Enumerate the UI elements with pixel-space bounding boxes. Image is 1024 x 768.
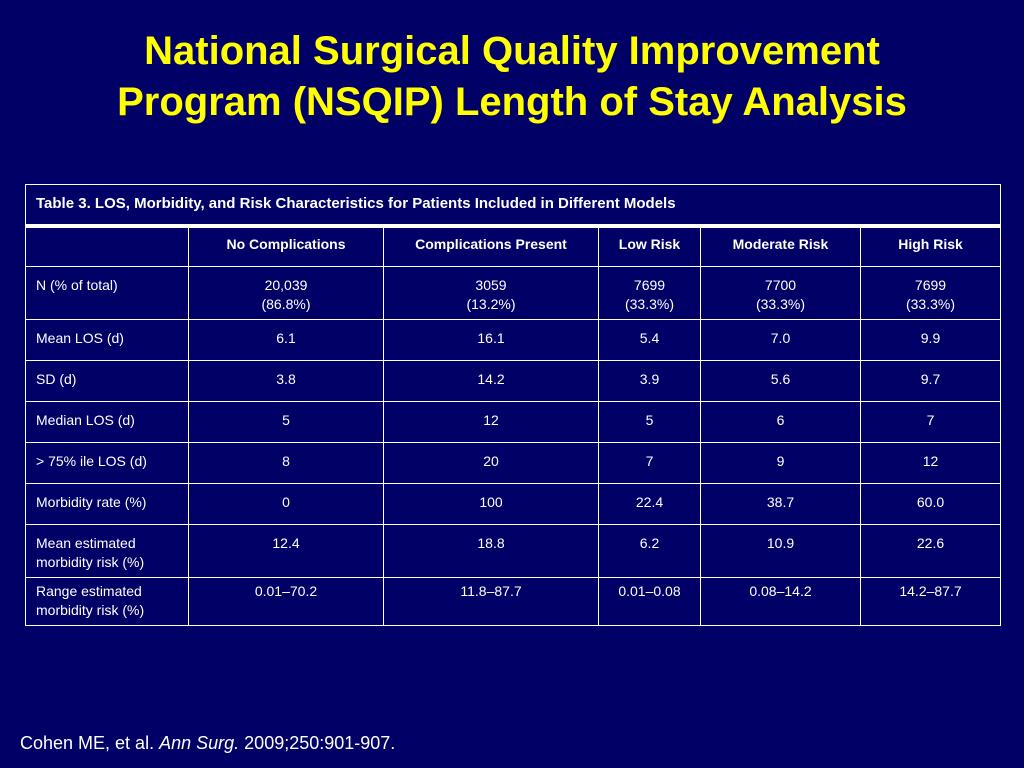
- row-label: > 75% ile LOS (d): [25, 442, 189, 484]
- table-row-median-los: Median LOS (d) 5 12 5 6 7: [25, 401, 1002, 443]
- table-cell: 6: [700, 401, 861, 443]
- citation-authors: Cohen ME, et al.: [20, 733, 155, 753]
- table-cell: 14.2–87.7: [859, 577, 1002, 626]
- table-cell: 12.4: [188, 524, 384, 578]
- table-cell: 7.0: [700, 319, 861, 361]
- table-cell: 60.0: [859, 483, 1002, 525]
- row-label: Range estimated morbidity risk (%): [25, 577, 189, 626]
- table-row-range-estimated-risk: Range estimated morbidity risk (%) 0.01–…: [25, 577, 1002, 626]
- cell-count: 7699: [633, 277, 666, 293]
- table-cell: 5: [188, 401, 384, 443]
- table-cell: 14.2: [383, 360, 599, 402]
- los-table-container: Table 3. LOS, Morbidity, and Risk Charac…: [24, 184, 1002, 626]
- table-cell: 0.08–14.2: [700, 577, 861, 626]
- table-cell: 0: [188, 483, 384, 525]
- cell-percent: (86.8%): [261, 296, 311, 312]
- table-cell: 20,039 (86.8%): [188, 266, 384, 320]
- cell-count: 7700: [764, 277, 797, 293]
- table-cell: 7699 (33.3%): [598, 266, 701, 320]
- table-cell: 7700 (33.3%): [700, 266, 861, 320]
- citation-details: 2009;250:901-907.: [244, 733, 396, 753]
- cell-percent: (33.3%): [905, 296, 956, 312]
- citation: Cohen ME, et al. Ann Surg. 2009;250:901-…: [20, 733, 395, 754]
- table-caption: Table 3. LOS, Morbidity, and Risk Charac…: [24, 184, 1002, 228]
- table-cell: 3.9: [598, 360, 701, 402]
- table-row-morbidity-rate: Morbidity rate (%) 0 100 22.4 38.7 60.0: [25, 483, 1002, 525]
- table-cell: 20: [383, 442, 599, 484]
- cell-count: 3059: [475, 277, 507, 293]
- column-header-complications-present: Complications Present: [383, 225, 599, 267]
- table-cell: 5.6: [700, 360, 861, 402]
- table-cell: 8: [188, 442, 384, 484]
- column-header-high-risk: High Risk: [859, 225, 1002, 267]
- table-cell: 7: [859, 401, 1002, 443]
- slide-title-line-1: National Surgical Quality Improvement: [144, 29, 880, 73]
- table-header-row: No Complications Complications Present L…: [25, 225, 1002, 267]
- cell-count: 7699: [914, 277, 947, 293]
- slide-title-line-2: Program (NSQIP) Length of Stay Analysis: [117, 80, 907, 124]
- slide-title: National Surgical Quality Improvement Pr…: [0, 26, 1024, 128]
- table-cell: 22.4: [598, 483, 701, 525]
- citation-journal: Ann Surg.: [159, 733, 240, 753]
- column-header-no-complications: No Complications: [188, 225, 384, 267]
- table-cell: 9.7: [859, 360, 1002, 402]
- table-cell: 6.2: [598, 524, 701, 578]
- row-label: Median LOS (d): [25, 401, 189, 443]
- table-cell: 9: [700, 442, 861, 484]
- table-cell: 0.01–70.2: [188, 577, 384, 626]
- table-cell: 0.01–0.08: [598, 577, 701, 626]
- row-label: Mean estimated morbidity risk (%): [25, 524, 189, 578]
- cell-percent: (13.2%): [466, 296, 516, 312]
- table-cell: 12: [383, 401, 599, 443]
- table-cell: 12: [859, 442, 1002, 484]
- table-row-75-percentile-los: > 75% ile LOS (d) 8 20 7 9 12: [25, 442, 1002, 484]
- column-header-moderate-risk: Moderate Risk: [700, 225, 861, 267]
- row-label: N (% of total): [25, 266, 189, 320]
- table-cell: 3.8: [188, 360, 384, 402]
- table-row-sd: SD (d) 3.8 14.2 3.9 5.6 9.7: [25, 360, 1002, 402]
- row-label: SD (d): [25, 360, 189, 402]
- table-cell: 11.8–87.7: [383, 577, 599, 626]
- table-cell: 16.1: [383, 319, 599, 361]
- table-cell: 22.6: [859, 524, 1002, 578]
- los-table: Table 3. LOS, Morbidity, and Risk Charac…: [24, 184, 1002, 626]
- row-label: Morbidity rate (%): [25, 483, 189, 525]
- table-cell: 18.8: [383, 524, 599, 578]
- table-cell: 7699 (33.3%): [859, 266, 1002, 320]
- table-cell: 10.9: [700, 524, 861, 578]
- table-cell: 7: [598, 442, 701, 484]
- table-cell: 5.4: [598, 319, 701, 361]
- table-cell: 100: [383, 483, 599, 525]
- cell-percent: (33.3%): [624, 296, 675, 312]
- column-header-low-risk: Low Risk: [598, 225, 701, 267]
- row-label: Mean LOS (d): [25, 319, 189, 361]
- table-row-mean-estimated-risk: Mean estimated morbidity risk (%) 12.4 1…: [25, 524, 1002, 578]
- table-cell: 6.1: [188, 319, 384, 361]
- cell-percent: (33.3%): [755, 296, 806, 312]
- table-cell: 38.7: [700, 483, 861, 525]
- cell-count: 20,039: [264, 277, 308, 293]
- table-row-mean-los: Mean LOS (d) 6.1 16.1 5.4 7.0 9.9: [25, 319, 1002, 361]
- column-header-empty: [25, 225, 189, 267]
- table-cell: 3059 (13.2%): [383, 266, 599, 320]
- table-row-n: N (% of total) 20,039 (86.8%) 3059 (13.2%)…: [25, 266, 1002, 320]
- table-cell: 5: [598, 401, 701, 443]
- table-cell: 9.9: [859, 319, 1002, 361]
